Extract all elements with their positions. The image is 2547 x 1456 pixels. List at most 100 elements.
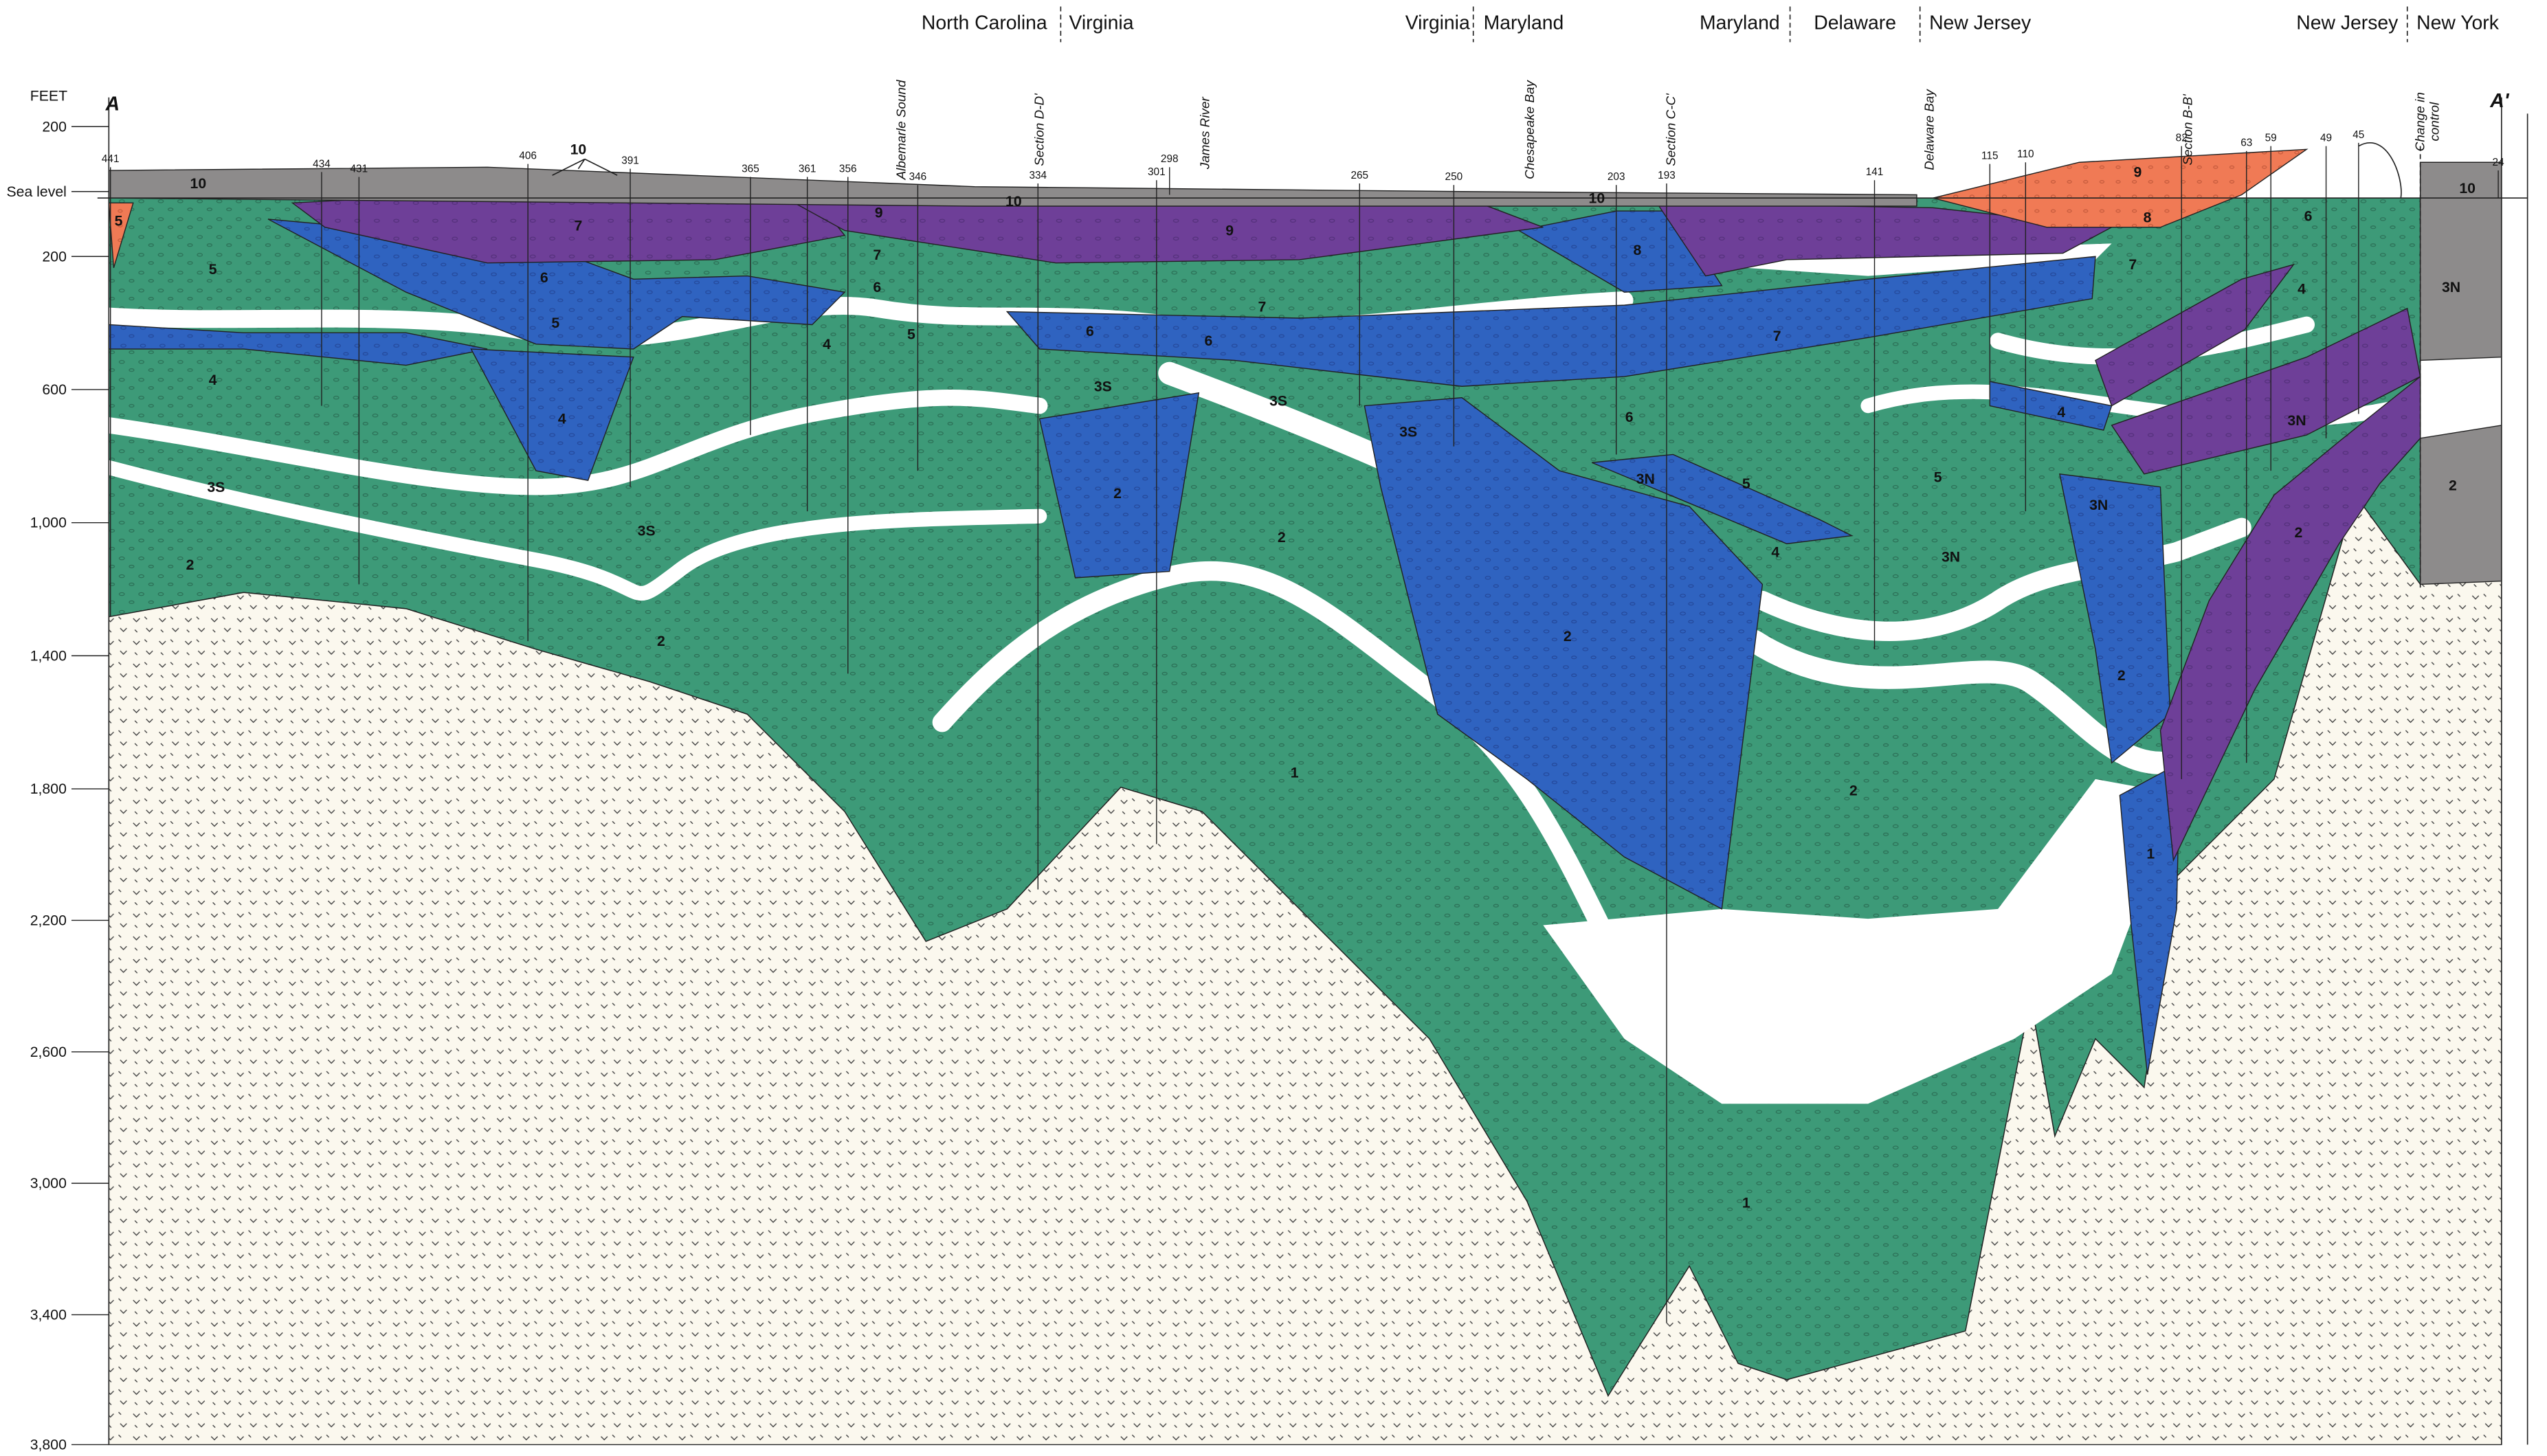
well-number: 49 [2320,133,2332,144]
unit-label: 9 [1225,223,1234,239]
unit-label: 7 [2128,256,2137,273]
aquifer-3n [1591,453,1854,545]
axis-label: 200 [42,248,66,265]
well-number: 110 [2017,148,2034,160]
aquifer-5 [108,324,488,366]
state-label: Delaware [1814,12,1896,34]
confining-unit [1543,779,2185,1104]
aquifer-8 [1656,202,2113,277]
unit-label: 3N [1636,471,1655,487]
unit-label: 2 [1564,628,1572,645]
aquifer-2 [1364,397,1764,910]
unit-label: 5 [907,326,915,343]
unit-label: 5 [551,315,559,331]
aquifer-9 [1933,148,2309,228]
unit-label: 3N [1942,548,1960,565]
axis-label: 2,200 [30,912,67,929]
unit-label: 2 [2117,667,2126,684]
state-label: New Jersey [1929,12,2032,34]
axis-label: 3,000 [30,1175,67,1191]
unit-label: 6 [2304,208,2313,224]
well-number: 334 [1029,170,1047,181]
well-number: 203 [1608,171,1625,183]
unit-label: 4 [1771,544,1779,560]
unit-label: 6 [1086,323,1094,339]
unit-label: 10 [1005,193,1022,210]
unit-label: 5 [1742,475,1750,492]
unit-label: 5 [209,261,217,278]
aquifer-3s [1038,392,1200,579]
well-number: 356 [839,163,857,175]
well-number: 193 [1658,170,1676,181]
axis-label: 600 [42,381,66,398]
unit-label: 6 [1625,409,1634,425]
surficial-10 [108,166,1917,207]
well-number: 365 [742,163,759,175]
unit-label: 7 [1258,299,1267,315]
unit-label: 3S [638,523,656,539]
feature-label: James River [1198,97,1212,170]
well-number: 361 [799,163,816,175]
section-start: A [105,93,120,115]
unit-label: 2 [1849,783,1858,799]
unit-label: 4 [2057,404,2065,421]
feature-label: Albemarle Sound [894,80,909,180]
axis-label: 3,400 [30,1307,67,1323]
well-number: 265 [1350,170,1368,181]
unit-label: 3N [2442,279,2460,295]
axis-label: Sea level [6,183,66,200]
unit-label: 1 [1291,765,1299,781]
unit-label: 4 [558,411,566,427]
state-label: Virginia [1405,12,1470,34]
aquifer-3n [2059,473,2171,764]
well-number: 441 [102,153,120,165]
feature-label: Section D-D' [1032,93,1047,166]
unit-label: 7 [873,247,881,263]
well-number: 141 [1866,166,1884,178]
state-label: Virginia [1069,12,1133,34]
frame [97,6,2528,1445]
well-number: 346 [909,171,927,183]
aquifer-5 [267,219,846,350]
unit-label: 7 [574,217,582,234]
unit-label: 6 [873,279,881,295]
unit-label: 2 [2449,477,2457,493]
well-number: 391 [621,155,639,167]
well-number: 115 [1981,150,1998,162]
labels: A A' North Carolina Virginia Virginia Marylan… [6,12,2509,1453]
unit-label: 2 [1278,529,1286,546]
well-number: 250 [1445,171,1463,183]
unit-label: 3N [2287,412,2306,429]
unit-label: 4 [2298,281,2306,298]
unit-label: 1 [2146,846,2155,862]
well-number: 24 [2493,157,2505,168]
unit-label: 3S [207,479,225,495]
aquifer-4 [470,348,634,482]
well-number: 301 [1148,166,1166,178]
axis-label: 2,600 [30,1044,67,1060]
aquifer-7 [1005,256,2096,387]
well-lines [71,126,2499,1446]
aquifer-5 [108,202,134,268]
unit-label: 3S [1094,378,1112,394]
unit-label: 8 [2144,210,2152,226]
unit-label: 4 [209,372,217,388]
control-note: Change in [2413,92,2427,151]
aquifer-6 [2095,263,2295,407]
unit-label: 2 [186,557,194,573]
unit-label: 2 [657,633,665,649]
unit-label: 2 [2294,524,2302,541]
axis-label: 1,400 [30,647,67,664]
axis-label: 1,800 [30,781,67,797]
unit-label: 10 [2459,180,2476,197]
unit-label: 5 [1934,469,1942,486]
well-number: 63 [2240,137,2252,149]
state-label: North Carolina [922,12,1047,34]
unit-label: 9 [875,205,883,221]
unit-label: 1 [1742,1195,1750,1211]
unit-label: 5 [115,212,123,229]
state-label: Maryland [1484,12,1564,34]
axis-title: FEET [30,87,67,104]
feature-label: Delaware Bay [1923,89,1937,170]
